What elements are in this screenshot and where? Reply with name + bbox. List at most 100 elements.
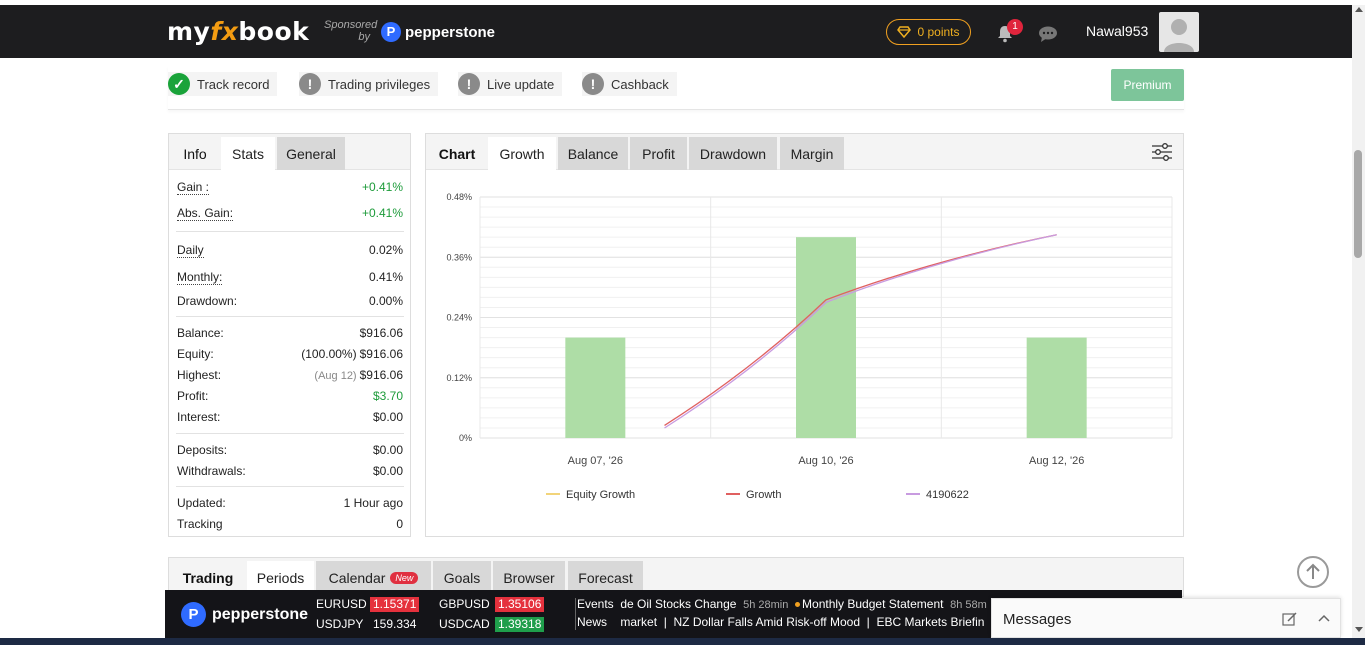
sponsored-label: Sponsored by (324, 19, 378, 43)
avatar[interactable] (1159, 12, 1199, 52)
os-taskbar (0, 638, 1365, 645)
tab-browser[interactable]: Browser (493, 561, 565, 594)
sponsor-logo[interactable]: P pepperstone (381, 22, 495, 42)
pair-name: GBPUSD (439, 597, 490, 611)
tab-forecast[interactable]: Forecast (568, 561, 643, 594)
diamond-icon (897, 26, 912, 38)
tab-info[interactable]: Info (183, 145, 207, 162)
status-track-record[interactable]: ✓ Track record (168, 72, 278, 96)
stat-interest: Interest: $0.00 (177, 410, 403, 424)
divider (176, 316, 404, 317)
pepperstone-p-icon: P (181, 602, 206, 627)
legend-label: Growth (746, 489, 781, 501)
growth-chart: 0% 0.12% 0.24% 0.36% 0.48% Aug 07, '26 Aug 10,… (446, 192, 1173, 501)
stats-panel: Info Stats General Gain : +0.41% Abs. Gai… (168, 133, 411, 537)
stat-abs-gain: Abs. Gain: +0.41% (177, 206, 403, 221)
stat-gain: Gain : +0.41% (177, 180, 403, 195)
tab-growth[interactable]: Growth (488, 137, 556, 170)
tab-goals[interactable]: Goals (433, 561, 491, 594)
new-badge: New (390, 571, 419, 584)
user-silhouette-icon (1164, 19, 1194, 52)
stat-tracking: Tracking 0 (177, 517, 403, 531)
divider (176, 486, 404, 487)
legend-label: 4190622 (926, 489, 969, 501)
bar (1026, 337, 1087, 438)
stat-balance: Balance: $916.06 (177, 326, 403, 340)
chevron-up-icon[interactable] (1318, 613, 1330, 623)
series-line (664, 234, 1057, 429)
stat-daily: Daily 0.02% (177, 243, 403, 258)
page-scrollbar[interactable] (1352, 5, 1365, 638)
messages-title[interactable]: Messages (1003, 611, 1072, 628)
tab-periods[interactable]: Periods (247, 561, 314, 594)
premium-button[interactable]: Premium (1111, 69, 1184, 101)
divider (176, 433, 404, 434)
tab-general[interactable]: General (277, 137, 345, 170)
status-trading-privileges[interactable]: ! Trading privileges (299, 72, 439, 96)
y-tick-label: 0.24% (446, 313, 472, 323)
scroll-thumb[interactable] (1354, 150, 1362, 258)
bar (796, 237, 856, 438)
y-tick-label: 0.12% (446, 373, 472, 383)
stat-updated: Updated: 1 Hour ago (177, 496, 403, 510)
stat-withdrawals: Withdrawals: $0.00 (177, 464, 403, 478)
tab-margin[interactable]: Margin (780, 137, 844, 170)
x-tick-label: Aug 10, '26 (798, 455, 853, 467)
stat-deposits: Deposits: $0.00 (177, 443, 403, 457)
tab-calendar[interactable]: Calendar New (316, 561, 431, 594)
pair-name: USDCAD (439, 617, 490, 631)
scroll-to-top-button[interactable] (1297, 556, 1329, 588)
pepperstone-p-icon: P (381, 22, 401, 42)
tab-trading[interactable]: Trading (182, 569, 234, 586)
series-line (664, 234, 1057, 426)
account-status-bar: ✓ Track record ! Trading privileges ! Li… (168, 66, 1184, 110)
status-cashback[interactable]: ! Cashback (582, 72, 677, 96)
status-live-update[interactable]: ! Live update (458, 72, 563, 96)
tab-balance[interactable]: Balance (558, 137, 628, 170)
tab-drawdown[interactable]: Drawdown (689, 137, 777, 170)
divider (176, 231, 404, 232)
check-icon: ✓ (168, 73, 190, 95)
stat-drawdown: Drawdown: 0.00% (177, 294, 403, 308)
bar (565, 337, 626, 438)
pair-price: 1.35106 (495, 597, 545, 612)
exclamation-icon: ! (458, 73, 480, 95)
points-button[interactable]: 0 points (886, 19, 971, 45)
pair-price: 1.15371 (370, 597, 420, 612)
stat-highest: Highest: (Aug 12) $916.06 (177, 368, 403, 382)
pair-name: USDJPY (316, 617, 364, 631)
x-tick-label: Aug 07, '26 (568, 455, 623, 467)
site-header: myfxbook Sponsored by P pepperstone 0 poi… (0, 5, 1352, 58)
y-tick-label: 0.48% (446, 192, 472, 202)
tab-stats[interactable]: Stats (221, 137, 275, 170)
pair-price: 159.334 (373, 617, 417, 631)
tab-chart[interactable]: Chart (438, 145, 476, 162)
news-row: News market | NZ Dollar Falls Amid Risk-… (577, 615, 985, 629)
pair-price: 1.39318 (495, 617, 545, 632)
y-tick-label: 0.36% (446, 252, 472, 262)
event-dot-icon (795, 602, 801, 607)
stat-equity: Equity: (100.00%) $916.06 (177, 347, 403, 361)
pair-name: EURUSD (316, 597, 367, 611)
myfxbook-logo[interactable]: myfxbook (167, 17, 310, 46)
scroll-up-arrow-icon[interactable] (1355, 7, 1363, 12)
y-tick-label: 0% (459, 433, 472, 443)
legend-label: Equity Growth (566, 489, 635, 501)
stat-profit: Profit: $3.70 (177, 389, 403, 403)
events-row: Events de Oil Stocks Change 5h 28min Mon… (577, 597, 987, 611)
arrow-up-icon (1306, 563, 1320, 579)
ticker-logo[interactable]: P pepperstone (181, 602, 308, 627)
compose-icon[interactable] (1282, 611, 1298, 627)
scroll-down-arrow-icon[interactable] (1355, 627, 1363, 632)
chat-icon[interactable] (1038, 26, 1058, 42)
exclamation-icon: ! (582, 73, 604, 95)
x-tick-label: Aug 12, '26 (1029, 455, 1084, 467)
ticker-divider (575, 598, 576, 630)
chart-settings-icon[interactable] (1151, 142, 1173, 162)
stat-monthly: Monthly: 0.41% (177, 270, 403, 285)
username[interactable]: Nawal953 (1086, 23, 1149, 39)
tab-profit[interactable]: Profit (630, 137, 687, 170)
top-strip (0, 0, 1365, 5)
chart-panel: Chart Growth Balance Profit Drawdown Mar… (425, 133, 1184, 537)
messages-dock[interactable]: Messages (991, 598, 1341, 638)
